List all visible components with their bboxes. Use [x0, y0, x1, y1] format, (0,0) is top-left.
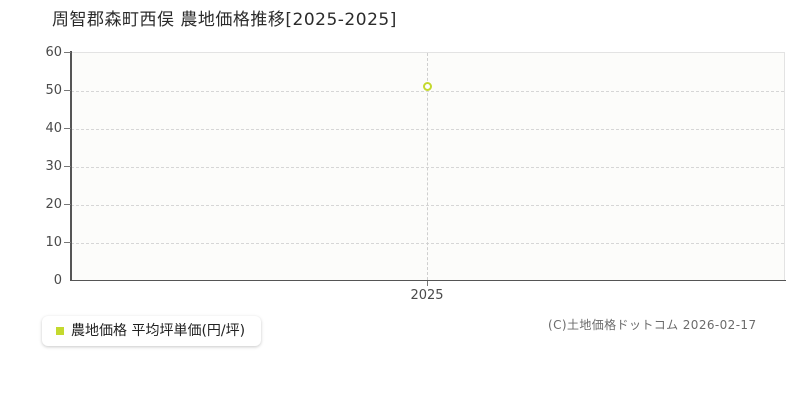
- x-tick-label-2025: 2025: [410, 288, 444, 303]
- chart-title: 周智郡森町西俣 農地価格推移[2025-2025]: [52, 10, 397, 30]
- y-tick-mark-40: [64, 128, 71, 129]
- gridline-x-2025: [427, 53, 428, 280]
- chart-legend[interactable]: 農地価格 平均坪単価(円/坪): [42, 316, 262, 346]
- y-tick-label-0: 0: [53, 273, 62, 288]
- y-axis-line: [70, 51, 72, 281]
- copyright-credit: (C)土地価格ドットコム 2026-02-17: [548, 318, 757, 332]
- x-tick-mark-2025: [427, 281, 428, 286]
- y-tick-label-10: 10: [45, 235, 62, 250]
- data-point-2025[interactable]: [422, 81, 432, 91]
- x-axis-line: [70, 280, 786, 281]
- y-tick-mark-20: [64, 204, 71, 205]
- y-tick-label-60: 60: [45, 45, 62, 60]
- y-tick-mark-60: [64, 52, 71, 53]
- legend-swatch-icon: [56, 327, 64, 335]
- plot-area: [71, 52, 785, 280]
- y-tick-mark-50: [64, 90, 71, 91]
- y-tick-label-30: 30: [45, 159, 62, 174]
- y-tick-mark-10: [64, 242, 71, 243]
- y-tick-label-20: 20: [45, 197, 62, 212]
- y-tick-label-40: 40: [45, 121, 62, 136]
- y-tick-label-50: 50: [45, 83, 62, 98]
- legend-label: 農地価格 平均坪単価(円/坪): [71, 323, 246, 339]
- y-tick-mark-30: [64, 166, 71, 167]
